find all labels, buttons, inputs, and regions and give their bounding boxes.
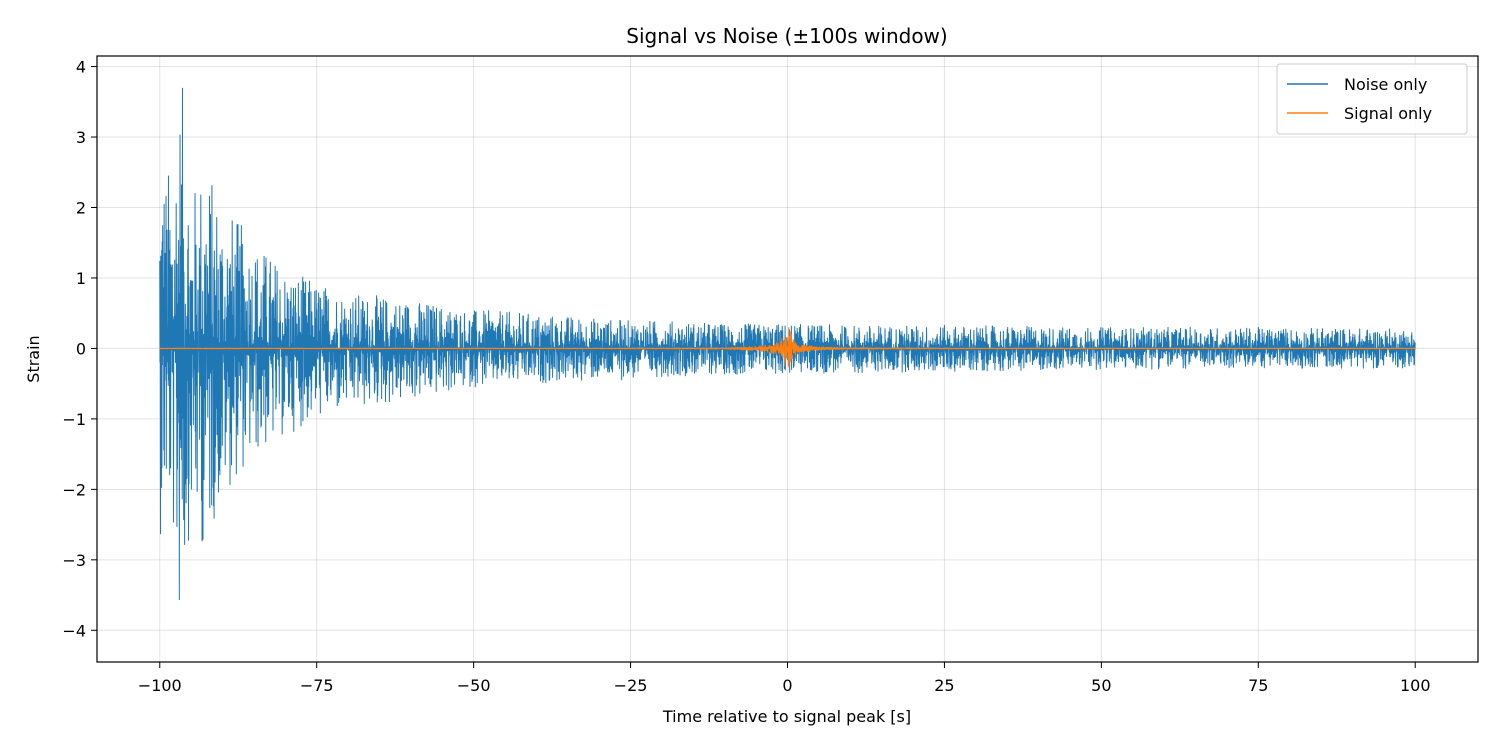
x-tick-label: −50: [457, 676, 491, 695]
x-tick-label: 25: [934, 676, 954, 695]
legend-box: [1276, 63, 1468, 135]
x-tick-label: −100: [138, 676, 182, 695]
y-tick-label: −4: [62, 621, 86, 640]
y-tick-label: −3: [62, 551, 86, 570]
x-tick-label: −25: [614, 676, 648, 695]
legend-label-signal: Signal only: [1344, 104, 1432, 123]
legend-label-noise: Noise only: [1344, 75, 1427, 94]
x-tick-label: 100: [1400, 676, 1431, 695]
series-layer: [159, 87, 1416, 601]
x-tick-label: 0: [782, 676, 792, 695]
x-tick-label: −75: [300, 676, 334, 695]
y-tick-label: 1: [76, 269, 86, 288]
y-tick-label: −1: [62, 410, 86, 429]
series-line-signal: [159, 327, 1416, 368]
y-tick-label: −2: [62, 480, 86, 499]
x-axis-title: Time relative to signal peak [s]: [662, 707, 911, 726]
plot-area: [159, 87, 1416, 601]
y-tick-label: 3: [76, 128, 86, 147]
y-axis-title: Strain: [24, 335, 43, 382]
x-axis: −100 −75 −50 −25 0 25 50 75 100: [138, 662, 1431, 695]
x-tick-label: 50: [1091, 676, 1111, 695]
legend: Noise only Signal only: [1276, 63, 1468, 135]
y-tick-label: 4: [76, 58, 86, 77]
y-axis: −4 −3 −2 −1 0 1 2 3 4: [62, 58, 97, 640]
x-tick-label: 75: [1248, 676, 1268, 695]
y-tick-label: 2: [76, 199, 86, 218]
y-tick-label: 0: [76, 339, 86, 358]
chart-title: Signal vs Noise (±100s window): [626, 24, 947, 48]
